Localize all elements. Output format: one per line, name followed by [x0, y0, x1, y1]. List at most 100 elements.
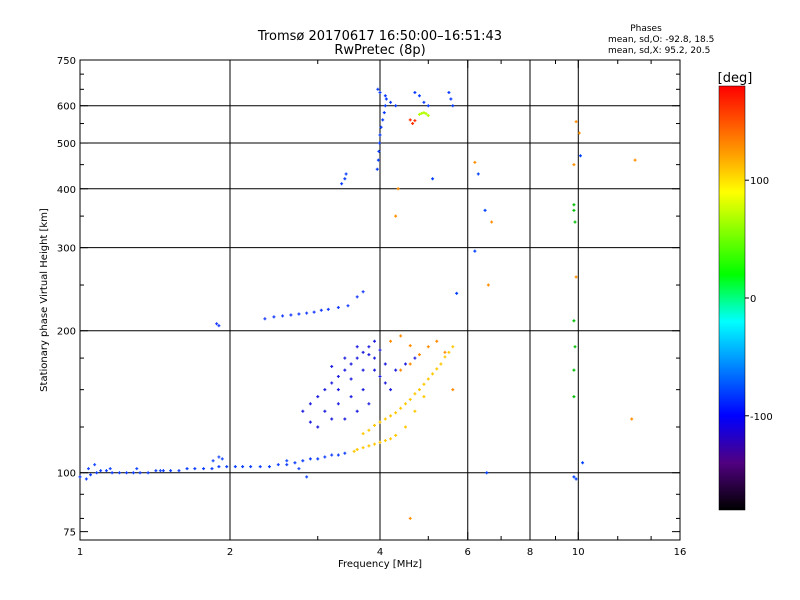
data-point — [336, 453, 340, 457]
data-point — [349, 395, 353, 399]
data-point — [408, 516, 412, 520]
data-point — [169, 469, 173, 473]
data-point — [367, 345, 371, 349]
data-point — [455, 291, 459, 295]
data-point — [125, 471, 129, 475]
data-point — [426, 104, 430, 108]
x-tick-label: 2 — [227, 547, 233, 558]
data-point — [451, 345, 455, 349]
data-point — [572, 368, 576, 372]
data-point — [138, 471, 142, 475]
data-point — [305, 475, 309, 479]
data-point — [413, 119, 417, 123]
data-point — [215, 322, 219, 326]
data-point — [78, 475, 82, 479]
colorbar-ticks: 100 0 -100 — [745, 176, 773, 423]
chart-subtitle: RwPretec (8p) — [334, 43, 425, 58]
data-point — [574, 477, 578, 481]
data-point — [326, 307, 330, 311]
data-point — [443, 350, 447, 354]
data-point — [336, 374, 340, 378]
data-point — [473, 160, 477, 164]
data-point — [285, 459, 289, 463]
data-point — [343, 177, 347, 181]
data-point — [447, 350, 451, 354]
data-point — [389, 100, 393, 104]
x-tick-label: 6 — [465, 547, 471, 558]
phases-title: Phases — [630, 24, 662, 34]
data-point — [346, 304, 350, 308]
data-point — [323, 409, 327, 413]
data-point — [373, 368, 377, 372]
data-point — [131, 471, 135, 475]
data-point — [417, 353, 421, 357]
x-tick-label: 16 — [674, 547, 687, 558]
data-point — [422, 100, 426, 104]
data-point — [343, 356, 347, 360]
data-point — [413, 356, 417, 360]
data-point — [483, 208, 487, 212]
data-point — [84, 477, 88, 481]
data-point — [394, 411, 398, 415]
data-point — [572, 163, 576, 167]
data-point — [417, 112, 421, 116]
data-point — [104, 469, 108, 473]
data-point — [285, 463, 289, 467]
y-tick-label: 75 — [63, 528, 76, 539]
data-point — [154, 469, 158, 473]
data-point — [408, 397, 412, 401]
data-point — [349, 362, 353, 366]
data-point — [158, 469, 162, 473]
y-tick-label: 400 — [57, 185, 76, 196]
data-point — [383, 362, 387, 366]
data-point — [330, 381, 334, 385]
data-point — [572, 203, 576, 207]
data-point — [312, 310, 316, 314]
data-point — [108, 467, 112, 471]
data-point — [490, 220, 494, 224]
data-point — [316, 425, 320, 429]
data-point — [193, 467, 197, 471]
data-point — [378, 133, 382, 137]
data-point — [323, 388, 327, 392]
data-point — [319, 308, 323, 312]
data-point — [435, 367, 439, 371]
data-point — [408, 362, 412, 366]
data-point — [340, 182, 344, 186]
data-point — [422, 382, 426, 386]
data-point — [301, 459, 305, 463]
data-point — [376, 87, 380, 91]
data-point — [435, 339, 439, 343]
data-point — [361, 350, 365, 354]
data-point — [378, 420, 382, 424]
data-point — [355, 295, 359, 299]
data-point — [394, 214, 398, 218]
data-point — [486, 283, 490, 287]
data-point — [403, 425, 407, 429]
data-point — [217, 455, 221, 459]
data-points — [78, 87, 637, 520]
data-point — [403, 362, 407, 366]
data-point — [330, 453, 334, 457]
data-point — [378, 348, 382, 352]
data-point — [210, 467, 214, 471]
data-point — [417, 94, 421, 98]
data-point — [383, 417, 387, 421]
data-point — [574, 275, 578, 279]
data-point — [233, 465, 237, 469]
data-point — [394, 433, 398, 437]
y-tick-label: 200 — [57, 327, 76, 338]
data-point — [355, 409, 359, 413]
data-point — [301, 409, 305, 413]
data-point — [249, 465, 253, 469]
data-point — [276, 463, 280, 467]
data-point — [336, 402, 340, 406]
x-tick-label: 1 — [77, 547, 83, 558]
data-point — [267, 465, 271, 469]
colorbar-tick-label: 0 — [750, 294, 756, 305]
data-point — [413, 392, 417, 396]
data-point — [577, 131, 581, 135]
data-point — [293, 461, 297, 465]
x-axis-ticks: 1 2 4 6 8 10 16 — [77, 60, 687, 558]
